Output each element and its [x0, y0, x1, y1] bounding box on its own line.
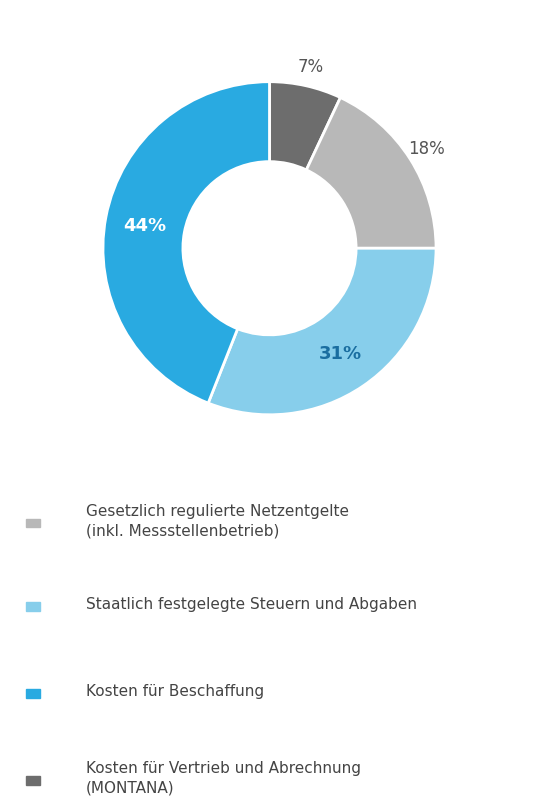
Text: 7%: 7% [297, 58, 323, 76]
Text: 31%: 31% [319, 344, 362, 362]
Text: 44%: 44% [123, 216, 167, 234]
Text: Kosten für Vertrieb und Abrechnung
(MONTANA): Kosten für Vertrieb und Abrechnung (MONT… [86, 760, 361, 795]
Wedge shape [270, 83, 341, 171]
Wedge shape [306, 99, 436, 249]
Bar [26, 602, 40, 611]
Bar [26, 519, 40, 528]
Text: Kosten für Beschaffung: Kosten für Beschaffung [86, 683, 264, 698]
Bar [26, 776, 40, 785]
Bar [26, 689, 40, 698]
Text: Gesetzlich regulierte Netzentgelte
(inkl. Messstellenbetrieb): Gesetzlich regulierte Netzentgelte (inkl… [86, 503, 349, 538]
Text: Staatlich festgelegte Steuern und Abgaben: Staatlich festgelegte Steuern und Abgabe… [86, 597, 417, 611]
Text: 18%: 18% [409, 140, 445, 158]
Wedge shape [103, 83, 270, 404]
Wedge shape [208, 249, 436, 415]
